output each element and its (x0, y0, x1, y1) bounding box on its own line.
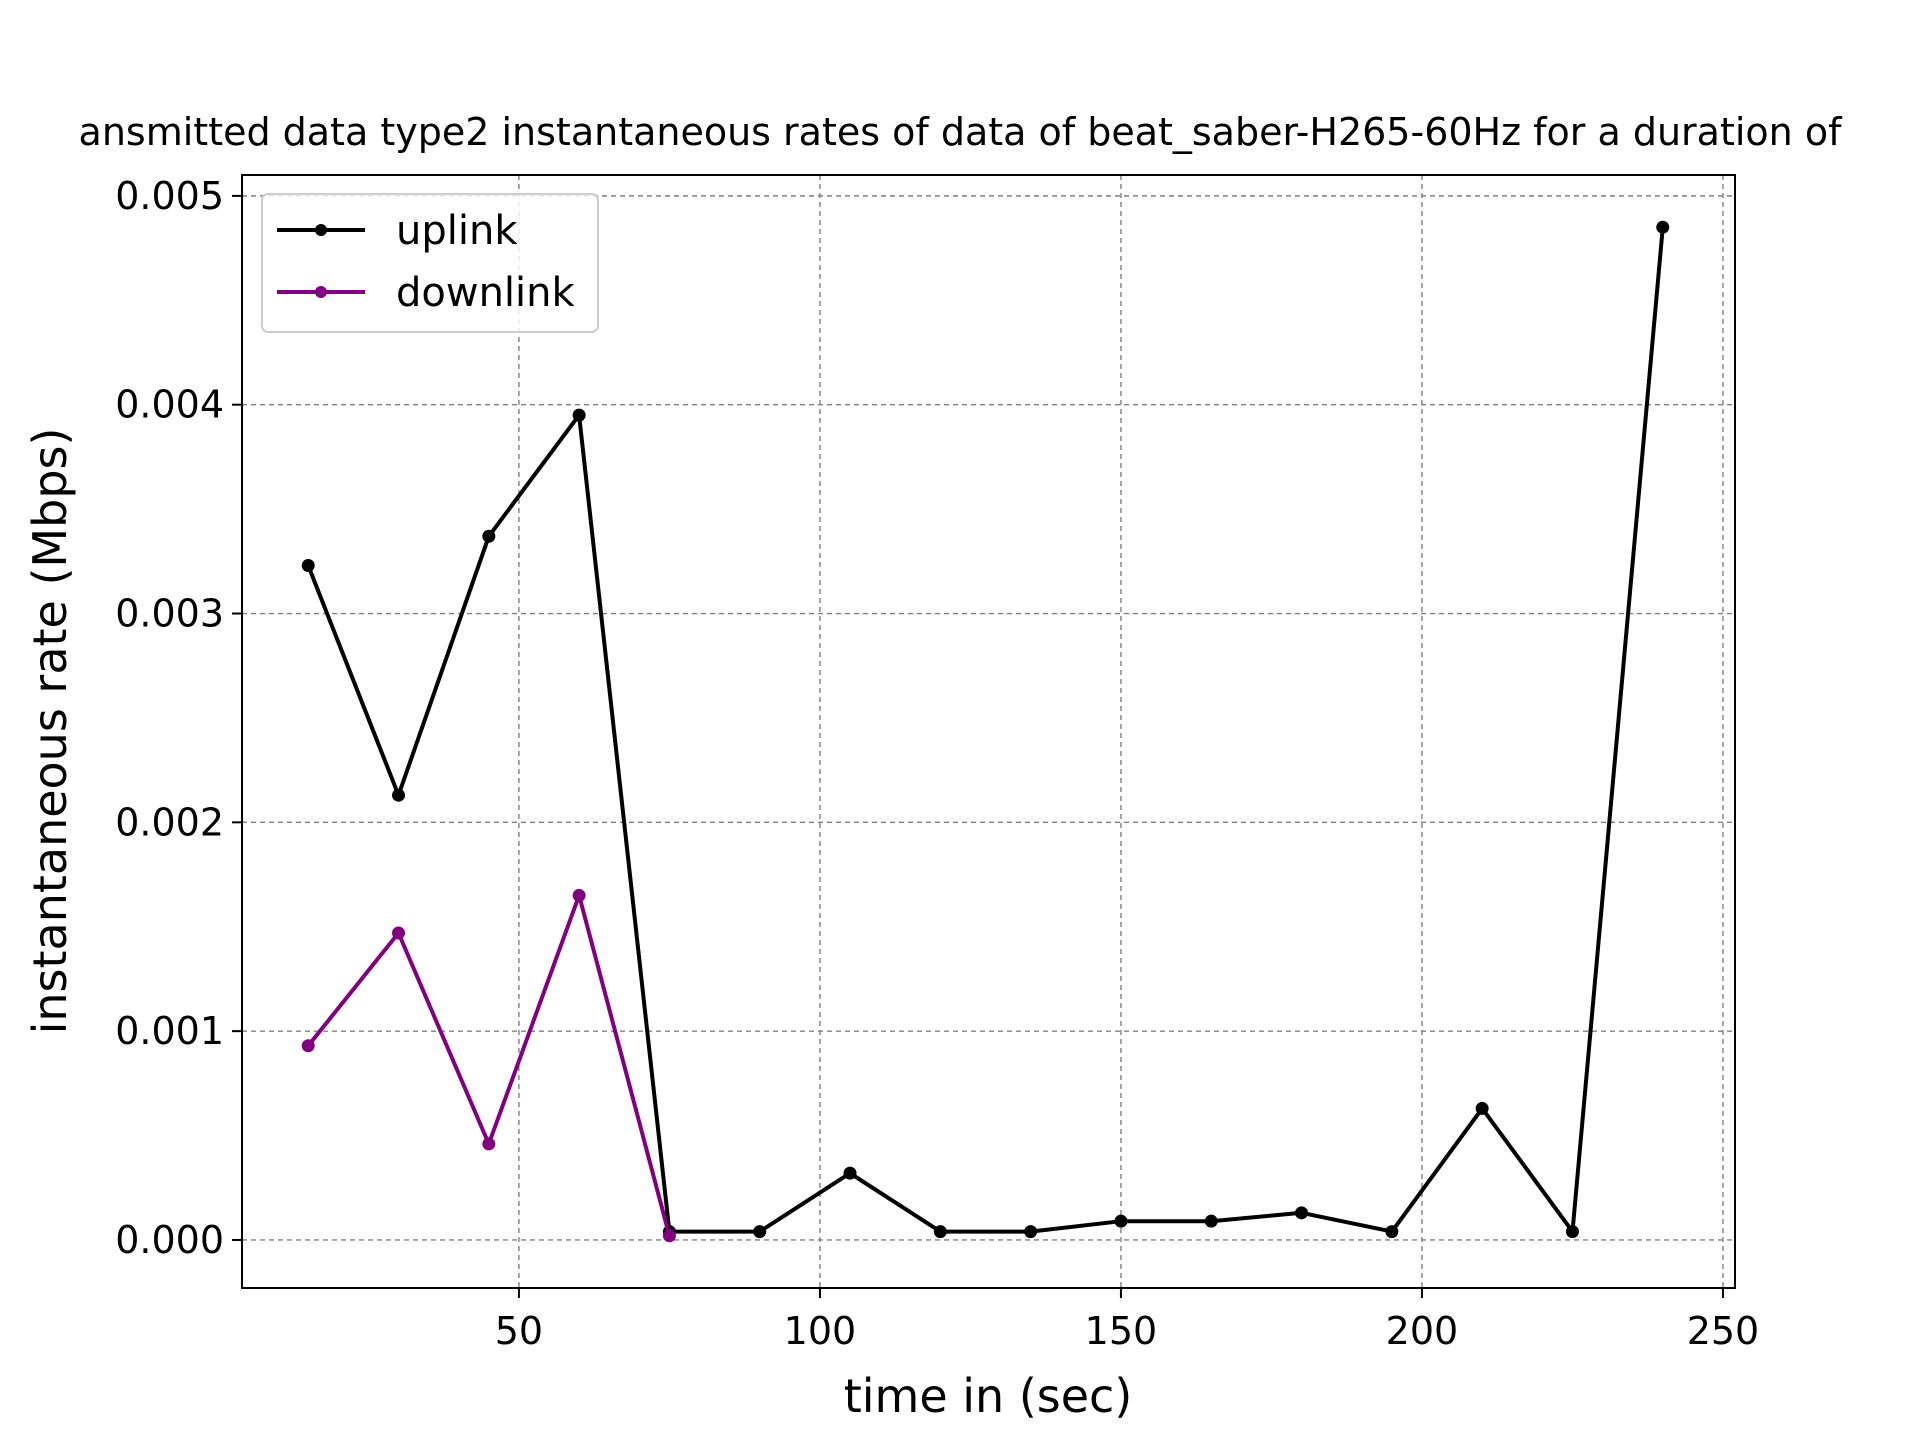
series-uplink (301, 220, 1670, 1239)
y-tick-label: 0.000 (115, 1218, 224, 1262)
uplink-point (572, 408, 586, 422)
y-tick-label: 0.002 (115, 800, 224, 844)
y-tick-label: 0.004 (115, 383, 224, 427)
uplink-point (1204, 1214, 1218, 1228)
y-tick-label: 0.001 (115, 1009, 224, 1053)
uplink-point (1656, 220, 1670, 234)
y-axis-label: instantaneous rate (Mbps) (23, 428, 77, 1035)
uplink-point (1024, 1225, 1038, 1239)
x-tick-label: 250 (1687, 1309, 1760, 1353)
uplink-point (1114, 1214, 1128, 1228)
grid (242, 175, 1735, 1288)
uplink-point (843, 1166, 857, 1180)
y-axis-ticks: 0.000 0.001 0.002 0.003 0.004 0.005 (115, 174, 242, 1262)
x-tick-label: 150 (1085, 1309, 1158, 1353)
legend-uplink-marker (315, 224, 327, 236)
uplink-point (482, 529, 496, 543)
downlink-point (392, 926, 406, 940)
uplink-point (1475, 1101, 1489, 1115)
y-tick-label: 0.003 (115, 592, 224, 636)
chart-title: ansmitted data type2 instantaneous rates… (79, 110, 1844, 154)
series-downlink (301, 888, 676, 1243)
uplink-point (1295, 1206, 1309, 1220)
downlink-line (306, 893, 672, 1237)
series-layer (301, 220, 1670, 1243)
uplink-point (1565, 1225, 1579, 1239)
uplink-point (301, 558, 315, 572)
legend: uplink downlink (261, 193, 599, 333)
downlink-point (662, 1229, 676, 1243)
x-axis-label: time in (sec) (844, 1369, 1133, 1423)
downlink-point (572, 888, 586, 902)
plot-frame (241, 174, 1736, 1289)
uplink-point (1385, 1225, 1399, 1239)
x-tick-label: 200 (1386, 1309, 1459, 1353)
x-tick-label: 100 (784, 1309, 857, 1353)
uplink-point (933, 1225, 947, 1239)
x-tick-label: 50 (495, 1309, 543, 1353)
uplink-point (392, 788, 406, 802)
legend-downlink-label: downlink (396, 270, 576, 316)
downlink-point (301, 1039, 315, 1053)
uplink-line (306, 227, 1665, 1234)
uplink-point (753, 1225, 767, 1239)
y-tick-label: 0.005 (115, 174, 224, 218)
x-axis-ticks: 50 100 150 200 250 (495, 1288, 1759, 1353)
legend-uplink-label: uplink (396, 208, 518, 254)
downlink-point (482, 1137, 496, 1151)
legend-downlink-marker (315, 286, 327, 298)
